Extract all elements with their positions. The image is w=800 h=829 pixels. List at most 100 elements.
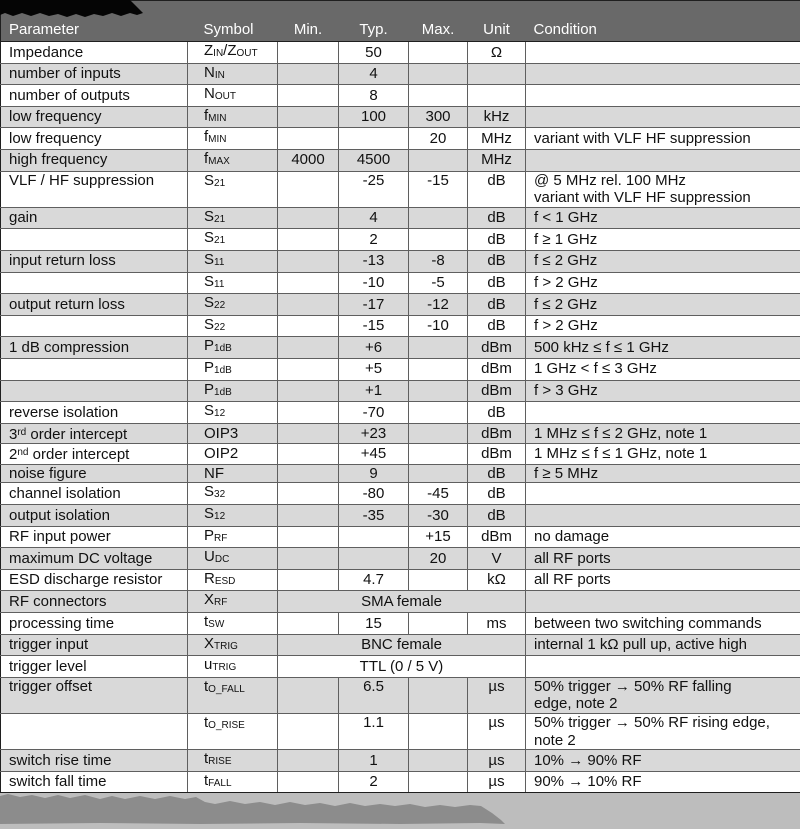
condition-cell: [526, 505, 800, 527]
unit-cell: kΩ: [468, 569, 526, 591]
parameter-cell: [1, 272, 188, 294]
parameter-cell: Impedance: [1, 42, 188, 64]
min-cell: [278, 548, 339, 570]
parameter-cell: switch fall time: [1, 771, 188, 793]
symbol-cell: NOUT: [188, 85, 278, 107]
min-cell: [278, 63, 339, 85]
condition-cell: [526, 85, 800, 107]
symbol-cell: RESD: [188, 569, 278, 591]
typ-cell: 4.7: [339, 569, 409, 591]
max-cell: -8: [409, 250, 468, 272]
condition-cell: 500 kHz ≤ f ≤ 1 GHz: [526, 337, 800, 359]
column-header-condition: Condition: [526, 1, 800, 42]
condition-cell: 50% trigger → 50% RF rising edge, note 2: [526, 714, 800, 750]
condition-cell: all RF ports: [526, 548, 800, 570]
condition-cell: [526, 483, 800, 505]
min-cell: [278, 464, 339, 483]
max-cell: [409, 337, 468, 359]
parameter-cell: low frequency: [1, 106, 188, 128]
condition-cell: variant with VLF HF suppression: [526, 128, 800, 150]
max-cell: [409, 714, 468, 750]
condition-cell: 1 MHz ≤ f ≤ 1 GHz, note 1: [526, 444, 800, 465]
symbol-cell: OIP3: [188, 423, 278, 444]
symbol-cell: XTRIG: [188, 634, 278, 656]
typ-cell: 15: [339, 613, 409, 635]
parameter-cell: output return loss: [1, 294, 188, 316]
unit-cell: dBm: [468, 444, 526, 465]
max-cell: [409, 464, 468, 483]
symbol-cell: S12: [188, 505, 278, 527]
typ-cell: 4500: [339, 149, 409, 171]
min-cell: [278, 106, 339, 128]
symbol-cell: S21: [188, 171, 278, 207]
superscript: nd: [17, 447, 28, 458]
symbol-cell: tO_RISE: [188, 714, 278, 750]
redacted-footnote-blob: [0, 793, 800, 829]
parameter-cell: input return loss: [1, 250, 188, 272]
typ-cell: -13: [339, 250, 409, 272]
condition-cell: [526, 106, 800, 128]
min-cell: [278, 750, 339, 772]
typ-cell: 8: [339, 85, 409, 107]
condition-cell: [526, 656, 800, 678]
typ-cell: -17: [339, 294, 409, 316]
max-cell: [409, 613, 468, 635]
typ-cell: +5: [339, 358, 409, 380]
typ-cell: [339, 526, 409, 548]
condition-cell: no damage: [526, 526, 800, 548]
typ-cell: +23: [339, 423, 409, 444]
unit-cell: µs: [468, 771, 526, 793]
typ-cell: +1: [339, 380, 409, 402]
symbol-subscript: 21: [214, 214, 225, 225]
symbol-subscript: IN: [215, 70, 225, 81]
max-cell: -45: [409, 483, 468, 505]
typ-cell: 2: [339, 771, 409, 793]
symbol-cell: tSW: [188, 613, 278, 635]
symbol-subscript: MAX: [208, 156, 230, 167]
max-cell: -12: [409, 294, 468, 316]
typ-cell: -10: [339, 272, 409, 294]
condition-cell: f ≥ 1 GHz: [526, 229, 800, 251]
symbol-cell: fMAX: [188, 149, 278, 171]
unit-cell: MHz: [468, 149, 526, 171]
condition-cell: [526, 42, 800, 64]
min-cell: [278, 294, 339, 316]
parameter-cell: number of outputs: [1, 85, 188, 107]
typ-cell: 9: [339, 464, 409, 483]
parameter-cell: [1, 229, 188, 251]
symbol-cell: S11: [188, 272, 278, 294]
typ-cell: +45: [339, 444, 409, 465]
min-cell: [278, 483, 339, 505]
min-cell: [278, 337, 339, 359]
unit-cell: dB: [468, 272, 526, 294]
value-span-cell: BNC female: [278, 634, 526, 656]
unit-cell: dB: [468, 207, 526, 229]
symbol-subscript: 22: [214, 322, 225, 333]
symbol-cell: P1dB: [188, 380, 278, 402]
max-cell: [409, 207, 468, 229]
max-cell: [409, 677, 468, 713]
condition-cell: 90% → 10% RF: [526, 771, 800, 793]
symbol-subscript: 32: [214, 489, 225, 500]
min-cell: [278, 85, 339, 107]
symbol-cell: XRF: [188, 591, 278, 613]
condition-cell: [526, 149, 800, 171]
min-cell: [278, 358, 339, 380]
symbol-subscript: DC: [215, 554, 229, 565]
parameter-cell: trigger level: [1, 656, 188, 678]
parameter-cell: [1, 358, 188, 380]
max-cell: -30: [409, 505, 468, 527]
typ-cell: [339, 128, 409, 150]
typ-cell: [339, 548, 409, 570]
